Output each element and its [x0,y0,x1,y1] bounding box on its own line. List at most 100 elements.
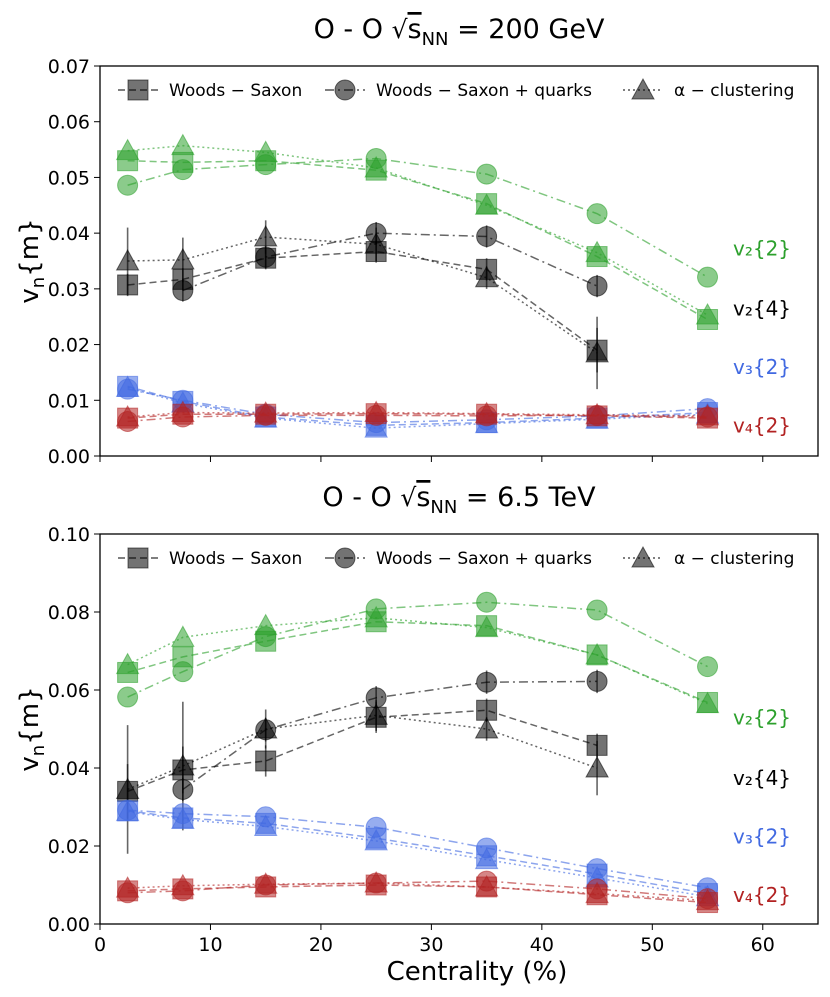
data-point [474,615,499,638]
y-tick-label: 0.01 [48,390,90,412]
data-point [253,225,278,247]
series-line [127,809,708,889]
series-v22-triangle [115,605,720,714]
legend-marker [631,545,655,568]
data-point [364,232,388,254]
series-v22-square [117,150,719,330]
data-point [474,401,499,424]
series-v42-circle [117,404,719,432]
chart-title: O - O √sNN = 200 GeV [314,14,605,50]
data-point [474,847,499,870]
series-line [182,680,598,791]
data-point [476,671,498,693]
data-point [586,670,608,692]
x-tick-label: 10 [198,934,222,956]
series-line [127,601,708,698]
legend-marker [631,77,655,100]
series-v24-square [117,698,608,819]
data-point [171,754,195,776]
series-v24-circle [172,222,608,302]
data-point [695,403,720,426]
y-tick-label: 0.08 [48,602,90,624]
legend-item: Woods − Saxon + quarks [325,79,592,101]
series-v22-triangle [115,133,720,325]
series-line [127,884,708,904]
data-point [695,888,720,911]
series-label: v₃{2} [733,824,791,848]
data-point [585,240,609,263]
data-point [474,193,499,215]
series-label: v₂{4} [733,296,791,320]
data-point [171,247,195,270]
series-line [127,617,708,705]
x-tick-label: 50 [640,934,664,956]
x-axis-label: Centrality (%) [387,957,568,987]
data-point [171,400,195,423]
data-point [585,340,609,363]
x-tick-label: 40 [530,934,554,956]
data-point [253,814,278,836]
series-v22-circle [117,147,719,288]
series-line [127,620,708,704]
series-line [127,709,598,793]
y-tick-label: 0.00 [48,914,90,936]
y-tick-label: 0.02 [48,335,90,357]
series-group [115,591,720,914]
legend: Woods − Saxon Woods − Saxon + quarks α − c… [118,545,794,569]
series-line [127,880,708,900]
y-tick-label: 0.05 [48,167,90,189]
data-point [115,138,140,161]
plot-frame [99,65,819,457]
legend: Woods − Saxon Woods − Saxon + quarks α − c… [118,77,794,101]
legend-marker [334,79,356,101]
y-axis-label: vn{m} [15,218,49,303]
x-tick-label: 30 [419,934,443,956]
data-point [364,605,388,628]
y-tick-label: 0.03 [48,279,90,301]
data-point [171,873,195,896]
y-tick-label: 0.10 [48,524,90,546]
data-point [697,266,719,288]
data-point [585,402,609,425]
data-point [586,203,608,225]
legend-label: α − clustering [674,81,794,101]
series-v32-triangle [115,799,720,907]
data-point [364,155,388,178]
data-point [115,404,140,427]
legend-label: Woods − Saxon [169,549,302,569]
series-v42-triangle [115,871,720,911]
series-label: v₂{4} [733,766,791,790]
data-point [364,703,388,725]
series-line [127,250,598,351]
data-point [476,225,498,247]
legend-item: Woods − Saxon [118,79,302,101]
legend-item: α − clustering [623,77,794,101]
legend-label: Woods − Saxon [169,81,302,101]
series-line [127,157,708,278]
legend-marker [127,547,149,569]
data-point [364,400,388,423]
x-tick-label: 20 [309,934,333,956]
series-v42-circle [117,870,719,910]
series-line [127,236,598,354]
data-point [253,716,278,739]
data-point [474,265,499,288]
data-point [115,777,140,799]
series-v42-triangle [115,400,720,427]
data-point [364,871,388,893]
series-line [182,232,598,292]
data-point [115,799,140,822]
y-tick-label: 0.07 [48,56,90,78]
series-line [127,714,598,791]
data-point [364,828,388,851]
series-v24-square [117,240,608,373]
data-point [586,275,608,297]
y-tick-label: 0.06 [48,112,90,134]
data-point [255,750,277,772]
data-point [476,163,498,185]
series-v32-square [117,375,719,436]
data-point [364,416,388,438]
series-v24-triangle [115,220,609,390]
data-point [115,375,140,397]
chart-title: O - O √sNN = 6.5 TeV [322,482,596,518]
